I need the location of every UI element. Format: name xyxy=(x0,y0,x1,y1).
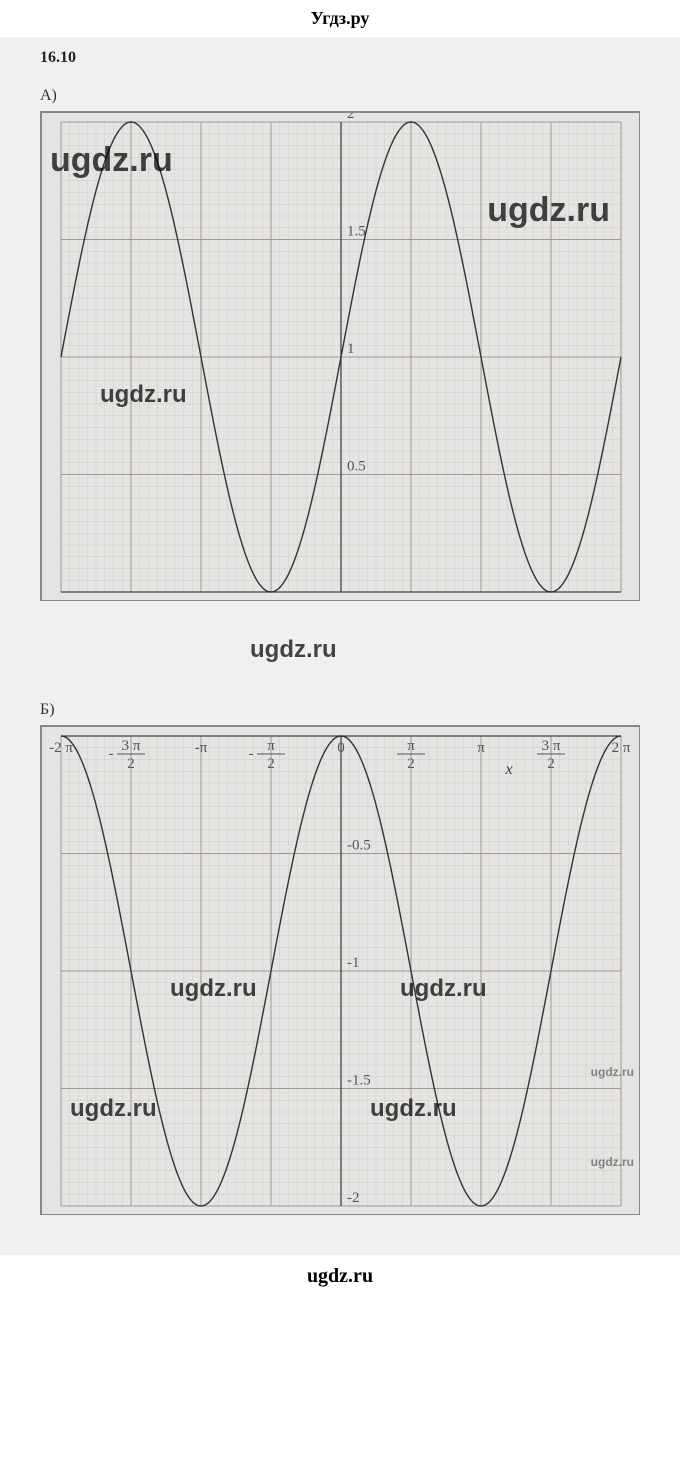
svg-text:2: 2 xyxy=(127,756,135,772)
sub-label-b: Б) xyxy=(40,701,650,719)
svg-text:-2 π: -2 π xyxy=(49,600,73,601)
chart-a: 0.511.52-2 π-3 π2-π-π20π2π3 π22 πx xyxy=(40,111,640,601)
svg-text:3 π: 3 π xyxy=(542,738,561,754)
site-header: Угдз.ру xyxy=(0,0,680,37)
svg-text:0: 0 xyxy=(337,600,345,601)
site-footer: ugdz.ru xyxy=(0,1255,680,1298)
svg-text:-0.5: -0.5 xyxy=(347,838,371,854)
svg-text:3 π: 3 π xyxy=(542,598,561,601)
svg-text:-π: -π xyxy=(195,600,208,601)
svg-text:-2: -2 xyxy=(347,1190,360,1206)
svg-text:π: π xyxy=(267,738,275,754)
svg-text:2: 2 xyxy=(267,756,275,772)
svg-text:2 π: 2 π xyxy=(612,600,631,601)
svg-text:-: - xyxy=(249,746,254,762)
svg-text:2: 2 xyxy=(407,756,415,772)
svg-text:π: π xyxy=(407,598,415,601)
watermark: ugdz.ru xyxy=(250,636,337,664)
svg-text:-: - xyxy=(109,746,114,762)
svg-text:0.5: 0.5 xyxy=(347,459,366,475)
svg-text:π: π xyxy=(267,598,275,601)
svg-text:π: π xyxy=(477,740,485,756)
svg-text:3 π: 3 π xyxy=(122,738,141,754)
svg-text:2 π: 2 π xyxy=(612,740,631,756)
svg-text:-1.5: -1.5 xyxy=(347,1073,371,1089)
problem-number: 16.10 xyxy=(40,49,650,67)
chart-b: -2-1.5-1-0.5-2 π-3 π2-π-π20π2π3 π22 πx xyxy=(40,725,640,1215)
svg-text:2: 2 xyxy=(547,756,555,772)
chart-a-wrap: 0.511.52-2 π-3 π2-π-π20π2π3 π22 πx ugdz.… xyxy=(40,111,640,671)
svg-text:1: 1 xyxy=(347,341,355,357)
svg-text:-1: -1 xyxy=(347,955,360,971)
svg-text:1.5: 1.5 xyxy=(347,224,366,240)
svg-text:3 π: 3 π xyxy=(122,598,141,601)
sub-label-a: А) xyxy=(40,87,650,105)
chart-b-wrap: -2-1.5-1-0.5-2 π-3 π2-π-π20π2π3 π22 πx u… xyxy=(40,725,640,1225)
svg-text:-π: -π xyxy=(195,740,208,756)
svg-text:0: 0 xyxy=(337,740,345,756)
svg-text:π: π xyxy=(477,600,485,601)
svg-text:x: x xyxy=(504,761,512,778)
svg-text:π: π xyxy=(407,738,415,754)
svg-text:-2 π: -2 π xyxy=(49,740,73,756)
